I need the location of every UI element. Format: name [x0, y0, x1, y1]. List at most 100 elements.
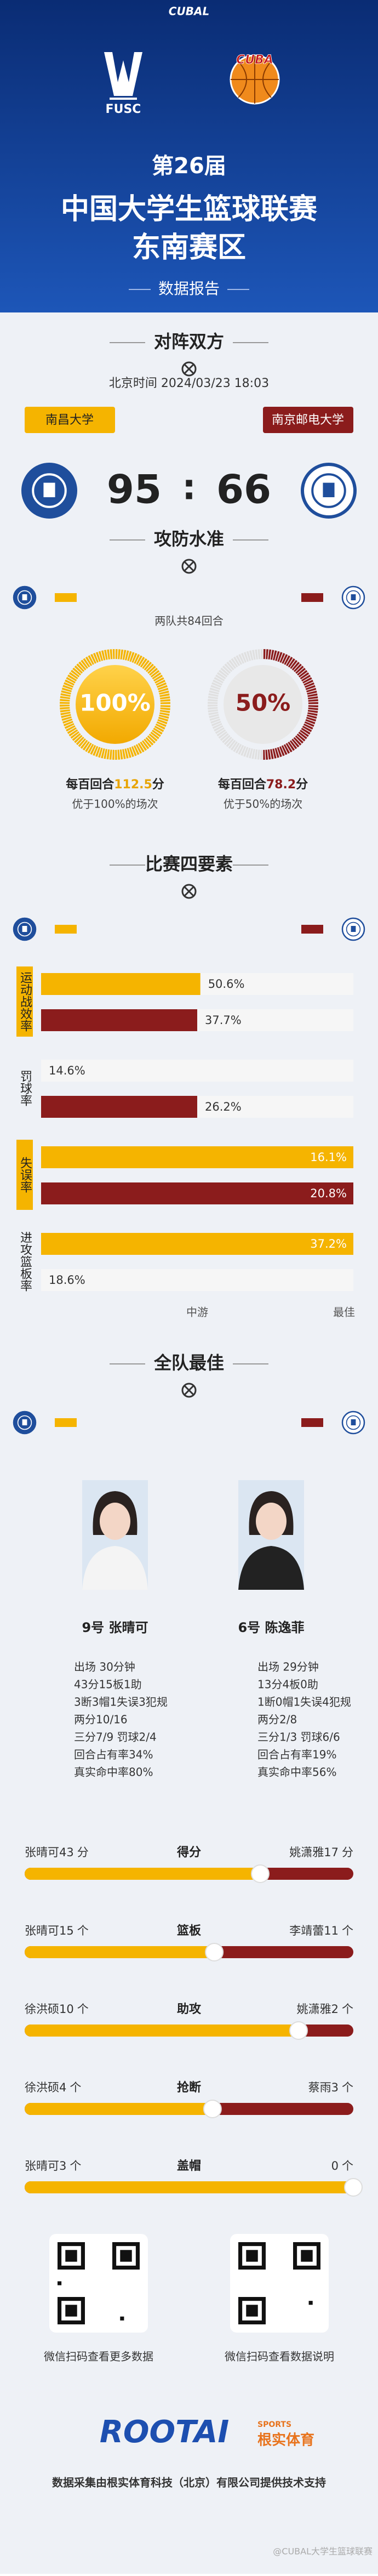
legend-swatch	[301, 1418, 323, 1427]
leader-unit: 个	[342, 2159, 353, 2173]
photo-body	[82, 1546, 148, 1590]
factor-label: 37.2%	[310, 1237, 347, 1250]
factor-bar	[41, 1182, 353, 1204]
team-logo	[22, 1419, 27, 1425]
scale-label: 中游	[186, 1306, 208, 1319]
leader-bar-home	[25, 2025, 299, 2037]
scale-label: 最佳	[333, 1306, 355, 1319]
edition: 第26届	[152, 153, 226, 179]
team-logo	[346, 1415, 361, 1430]
leader-value: 4	[59, 2081, 66, 2094]
factor-name: 失误率	[18, 1157, 32, 1193]
points-note: 优于50%的场次	[224, 798, 302, 811]
percentile-label: 100%	[79, 690, 151, 716]
percentile-label: 50%	[236, 690, 291, 716]
player-stat: 3断3帽1失误3犯规	[74, 1696, 168, 1709]
team-logo	[22, 594, 27, 600]
player-stat: 三分1/3 罚球6/6	[257, 1731, 340, 1744]
brand: CUBAL	[169, 5, 209, 18]
photo-body	[238, 1546, 304, 1590]
legend-swatch	[301, 925, 323, 934]
factor-label: 26.2%	[205, 1100, 242, 1113]
player-name: 9号 张晴可	[82, 1620, 148, 1635]
ring-ticks	[207, 649, 319, 760]
team-logo	[323, 482, 335, 497]
player-stat: 回合占有率19%	[257, 1748, 336, 1761]
logo-shape	[110, 98, 137, 100]
leader-stat: 得分	[176, 1845, 201, 1860]
section-icon	[184, 363, 194, 374]
qr-finder	[120, 2250, 132, 2262]
leader-name: 姚潇雅	[297, 2003, 331, 2016]
points-note: 优于100%的场次	[72, 798, 158, 811]
player-stat: 43分15板1助	[74, 1678, 142, 1691]
player-stat: 1断0帽1失误4犯规	[257, 1696, 351, 1709]
subtitle: 数据报告	[158, 280, 220, 298]
logo-shape	[104, 52, 142, 96]
qr-cell	[58, 2281, 62, 2285]
legend-swatch	[301, 593, 323, 602]
section-title: 全队最佳	[153, 1352, 224, 1373]
leader-value: 3	[59, 2159, 66, 2173]
section-icon	[184, 1385, 194, 1396]
photo-face	[100, 1503, 130, 1540]
team-logo	[311, 473, 346, 508]
points-unit: 分	[152, 778, 164, 792]
factor-name: 罚球率	[18, 1070, 32, 1106]
factor-bar	[41, 1009, 197, 1031]
team-box	[263, 407, 353, 433]
factor-label: 20.8%	[310, 1187, 347, 1200]
leader-unit: 个	[70, 2159, 81, 2173]
qr-caption: 微信扫码查看更多数据	[44, 2350, 153, 2363]
footer-brand-tag: SPORTS	[257, 2420, 291, 2429]
team-logo	[351, 594, 356, 600]
possessions: 两队共84回合	[154, 615, 223, 628]
leader-bar-home	[25, 1946, 215, 1958]
team-logo	[17, 1415, 32, 1430]
leader-unit: 个	[70, 2081, 81, 2094]
section-icon	[184, 886, 194, 897]
team-logo	[346, 922, 361, 937]
section-icon	[181, 1383, 197, 1398]
leader-knob	[289, 2021, 308, 2040]
team-logo	[346, 590, 361, 605]
factor-label: 37.7%	[205, 1014, 242, 1027]
score-separator: :	[182, 468, 196, 508]
factor-label: 18.6%	[49, 1273, 85, 1287]
factor-bar	[41, 973, 201, 995]
region: 东南赛区	[132, 231, 246, 264]
factor-bar	[41, 1233, 353, 1255]
leader-name: 徐洪硕	[25, 2003, 59, 2016]
player-stat: 两分2/8	[257, 1713, 297, 1726]
leader-bar-home	[25, 2181, 353, 2193]
score: 66	[216, 467, 271, 513]
leader-name: 蔡雨	[308, 2081, 331, 2094]
leader-name: 徐洪硕	[25, 2081, 59, 2094]
row-highlight	[16, 966, 33, 1037]
team-logo	[32, 473, 67, 508]
leader-bar-home	[25, 2103, 213, 2115]
qr-finder	[65, 2305, 77, 2317]
header-background	[0, 0, 378, 312]
team-logo	[17, 590, 32, 605]
leader-knob	[251, 1864, 270, 1883]
leader-unit: 个	[77, 2003, 89, 2016]
player-name: 6号 陈逸菲	[238, 1620, 304, 1635]
team-logo	[351, 926, 356, 932]
footer-credit: 数据采集由根实体育科技（北京）有限公司提供技术支持	[52, 2476, 326, 2489]
leader-unit: 个	[342, 2081, 353, 2094]
leader-stat: 盖帽	[177, 2159, 201, 2173]
legend-swatch	[55, 925, 77, 934]
ring-ticks	[59, 649, 171, 760]
leader-unit: 个	[342, 1924, 353, 1937]
player-stat: 回合占有率34%	[74, 1748, 153, 1761]
leader-name: 张晴可	[25, 2159, 59, 2173]
qr-finder	[246, 2305, 258, 2317]
bar-track	[41, 1269, 353, 1291]
team-name: 南京邮电大学	[272, 413, 344, 427]
qr-cell	[308, 2301, 313, 2305]
qr-finder	[65, 2250, 77, 2262]
